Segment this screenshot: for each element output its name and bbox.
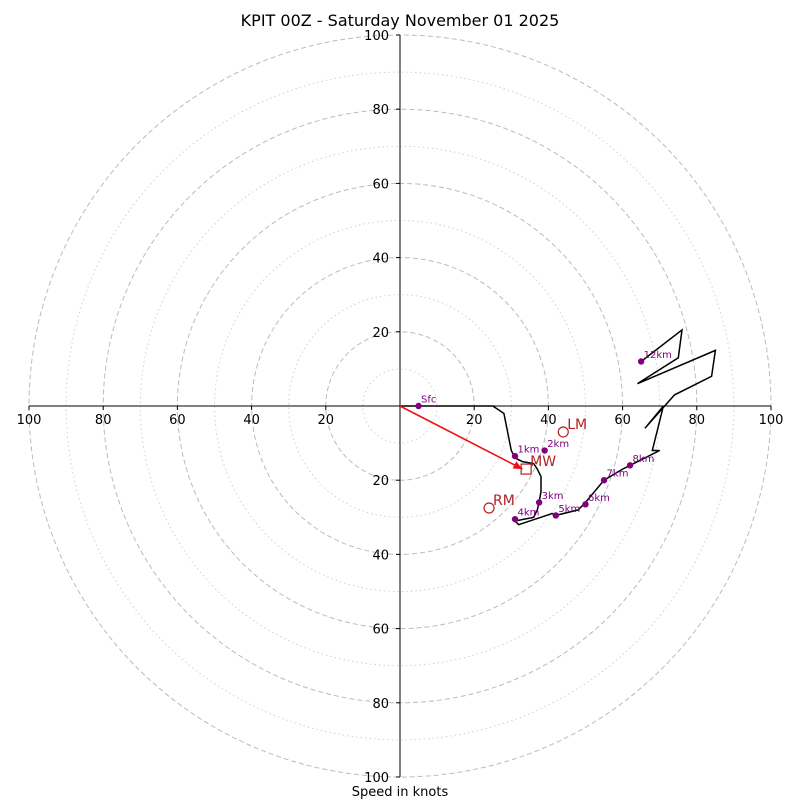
x-tick-label: 60	[614, 413, 631, 428]
storm-motion-label-lm: LM	[567, 417, 587, 433]
y-tick-label: 60	[372, 623, 389, 638]
height-marker-point	[600, 477, 608, 484]
x-tick-label: 20	[318, 413, 335, 428]
height-marker-label: Sfc	[421, 395, 436, 406]
height-marker-point	[626, 462, 634, 469]
y-tick-label: 100	[364, 771, 389, 786]
height-marker-label: 12km	[644, 350, 672, 361]
y-tick-label: 80	[372, 103, 389, 118]
x-tick-label: 20	[466, 413, 483, 428]
height-marker-point	[637, 358, 645, 365]
storm-motion-marker-lm	[557, 426, 569, 438]
height-marker-label: 1km	[518, 445, 540, 456]
shear-vector-line	[399, 405, 523, 470]
y-tick-label: 40	[372, 548, 389, 563]
x-tick-label: 100	[759, 413, 784, 428]
height-marker-point	[582, 501, 589, 508]
chart-title: KPIT 00Z - Saturday November 01 2025	[241, 11, 560, 30]
x-tick-label: 60	[169, 413, 186, 428]
shear-vector-group	[399, 405, 523, 470]
height-marker-label: 8km	[633, 454, 655, 465]
y-tick-label: 60	[372, 177, 389, 192]
height-marker-label: 6km	[588, 493, 610, 504]
y-tick-label: 20	[372, 326, 389, 341]
height-marker-point	[535, 499, 543, 506]
height-marker-label: 7km	[607, 469, 629, 480]
storm-motion-label-mw: MW	[530, 454, 556, 470]
y-tick-label: 80	[372, 697, 389, 712]
y-tick-label: 40	[372, 252, 389, 267]
storm-motion-marker-mw	[520, 463, 532, 475]
shear-vector-arrowhead	[512, 461, 523, 470]
height-marker-point	[511, 452, 519, 460]
storm-motion-group: LM MW RM	[483, 417, 587, 514]
x-tick-label: 40	[243, 413, 260, 428]
storm-motion-label-rm: RM	[493, 493, 515, 509]
x-axis-label: Speed in knots	[352, 785, 449, 800]
y-tick-label: 100	[364, 29, 389, 44]
height-marker-label: 5km	[558, 504, 580, 515]
height-marker-point	[511, 515, 519, 523]
x-tick-label: 80	[689, 413, 706, 428]
x-tick-label: 100	[17, 413, 42, 428]
height-marker-label: 2km	[547, 439, 569, 450]
y-tick-label: 20	[372, 474, 389, 489]
height-marker-label: 4km	[518, 508, 540, 519]
x-tick-label: 80	[95, 413, 112, 428]
tick-labels: 100 100 80 80 60 60 40 40 20 20 20 20 40 40 60 60 80 80 10…	[17, 29, 784, 786]
x-tick-label: 40	[540, 413, 557, 428]
height-marker-point	[415, 402, 422, 410]
height-marker-point	[552, 512, 560, 519]
storm-motion-marker-rm	[483, 502, 495, 514]
height-marker-point	[541, 447, 548, 454]
height-marker-label: 3km	[542, 491, 564, 502]
